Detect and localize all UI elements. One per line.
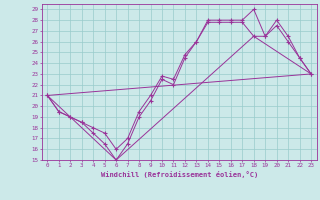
- X-axis label: Windchill (Refroidissement éolien,°C): Windchill (Refroidissement éolien,°C): [100, 171, 258, 178]
